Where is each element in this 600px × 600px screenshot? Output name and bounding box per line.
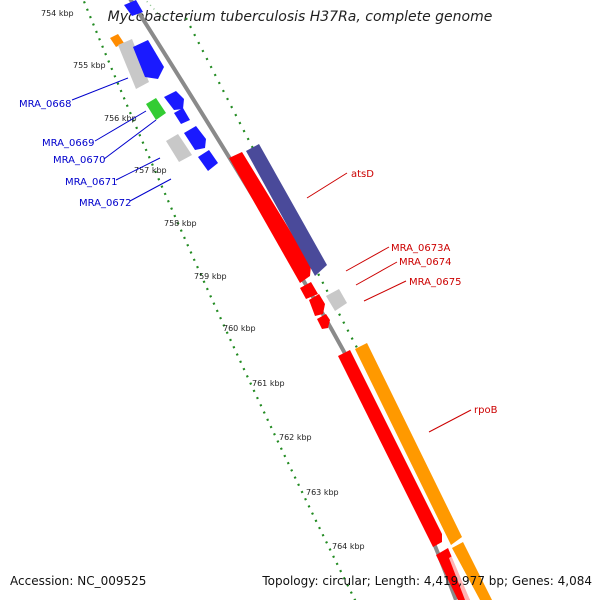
gene-labels[interactable]: MRA_0668 MRA_0669 MRA_0670 MRA_0671 MRA_… (19, 99, 498, 416)
leader-MRA-0675 (363, 280, 407, 302)
gene-MRA-0674[interactable] (309, 294, 325, 316)
gene-red-large[interactable] (229, 152, 311, 283)
tick-label-755: 755 kbp (73, 61, 106, 70)
tick-label-759: 759 kbp (194, 272, 227, 281)
label-MRA-0672[interactable]: MRA_0672 (79, 198, 131, 209)
leader-MRA-0670 (103, 119, 157, 160)
gene-rpoB[interactable] (355, 343, 462, 545)
gene-atsD[interactable] (246, 144, 327, 276)
leader-rpoB (428, 409, 472, 433)
genome-info-text: Topology: circular; Length: 4,419,977 bp… (262, 574, 592, 588)
tick-label-763: 763 kbp (306, 488, 339, 497)
tick-label-764: 764 kbp (332, 542, 365, 551)
label-MRA-0668[interactable]: MRA_0668 (19, 99, 71, 110)
tick-label-760: 760 kbp (223, 324, 256, 333)
tick-label-756: 756 kbp (104, 114, 137, 123)
label-MRA-0673A[interactable]: MRA_0673A (391, 243, 450, 254)
gene-gray-upper[interactable] (118, 39, 149, 89)
leader-MRA-0673A (345, 246, 390, 272)
accession-text: Accession: NC_009525 (10, 574, 147, 588)
label-MRA-0669[interactable]: MRA_0669 (42, 138, 94, 149)
gene-MRA-0672[interactable] (198, 150, 218, 171)
gene-white-stripe (449, 555, 470, 600)
gene-blue-mid-b[interactable] (174, 108, 190, 124)
label-rpoB[interactable]: rpoB (474, 405, 498, 416)
label-leaders (71, 77, 472, 433)
lower-gene-cluster[interactable] (338, 343, 492, 600)
gene-red-lower[interactable] (338, 350, 442, 547)
middle-gene-cluster[interactable] (229, 144, 347, 329)
gene-blue-mid-c[interactable] (184, 126, 206, 150)
tick-label-762: 762 kbp (279, 433, 312, 442)
gene-blue-upper[interactable] (133, 40, 164, 79)
gene-MRA-0675[interactable] (326, 289, 347, 311)
leader-MRA-0668 (71, 77, 129, 101)
label-atsD[interactable]: atsD (351, 169, 374, 180)
scale-labels: 754 kbp 755 kbp 756 kbp 757 kbp 758 kbp … (41, 9, 365, 551)
gene-MRA-0673A[interactable] (300, 282, 318, 299)
leader-MRA-0671 (115, 157, 161, 181)
gene-orange-bottom[interactable] (452, 542, 492, 600)
leader-MRA-0669 (94, 110, 147, 142)
gene-blue-top[interactable] (124, 0, 143, 16)
tick-label-761: 761 kbp (252, 379, 285, 388)
upper-gene-cluster[interactable] (110, 0, 218, 171)
leader-atsD (306, 172, 348, 199)
map-title: Mycobacterium tuberculosis H37Ra, comple… (107, 9, 493, 25)
gene-orange-small[interactable] (110, 34, 124, 47)
gene-red-small[interactable] (317, 314, 330, 329)
label-MRA-0671[interactable]: MRA_0671 (65, 177, 117, 188)
label-MRA-0674[interactable]: MRA_0674 (399, 257, 451, 268)
leader-MRA-0672 (129, 178, 172, 202)
label-MRA-0670[interactable]: MRA_0670 (53, 155, 105, 166)
leader-MRA-0674 (355, 261, 398, 286)
label-MRA-0675[interactable]: MRA_0675 (409, 277, 461, 288)
tick-label-758: 758 kbp (164, 219, 197, 228)
genome-backbone (128, 0, 458, 600)
tick-label-757: 757 kbp (134, 166, 167, 175)
gene-MRA-0671[interactable] (166, 134, 192, 162)
gene-MRA-0669[interactable] (146, 98, 166, 120)
gene-blue-mid-a[interactable] (164, 91, 184, 110)
tick-label-754: 754 kbp (41, 9, 74, 18)
